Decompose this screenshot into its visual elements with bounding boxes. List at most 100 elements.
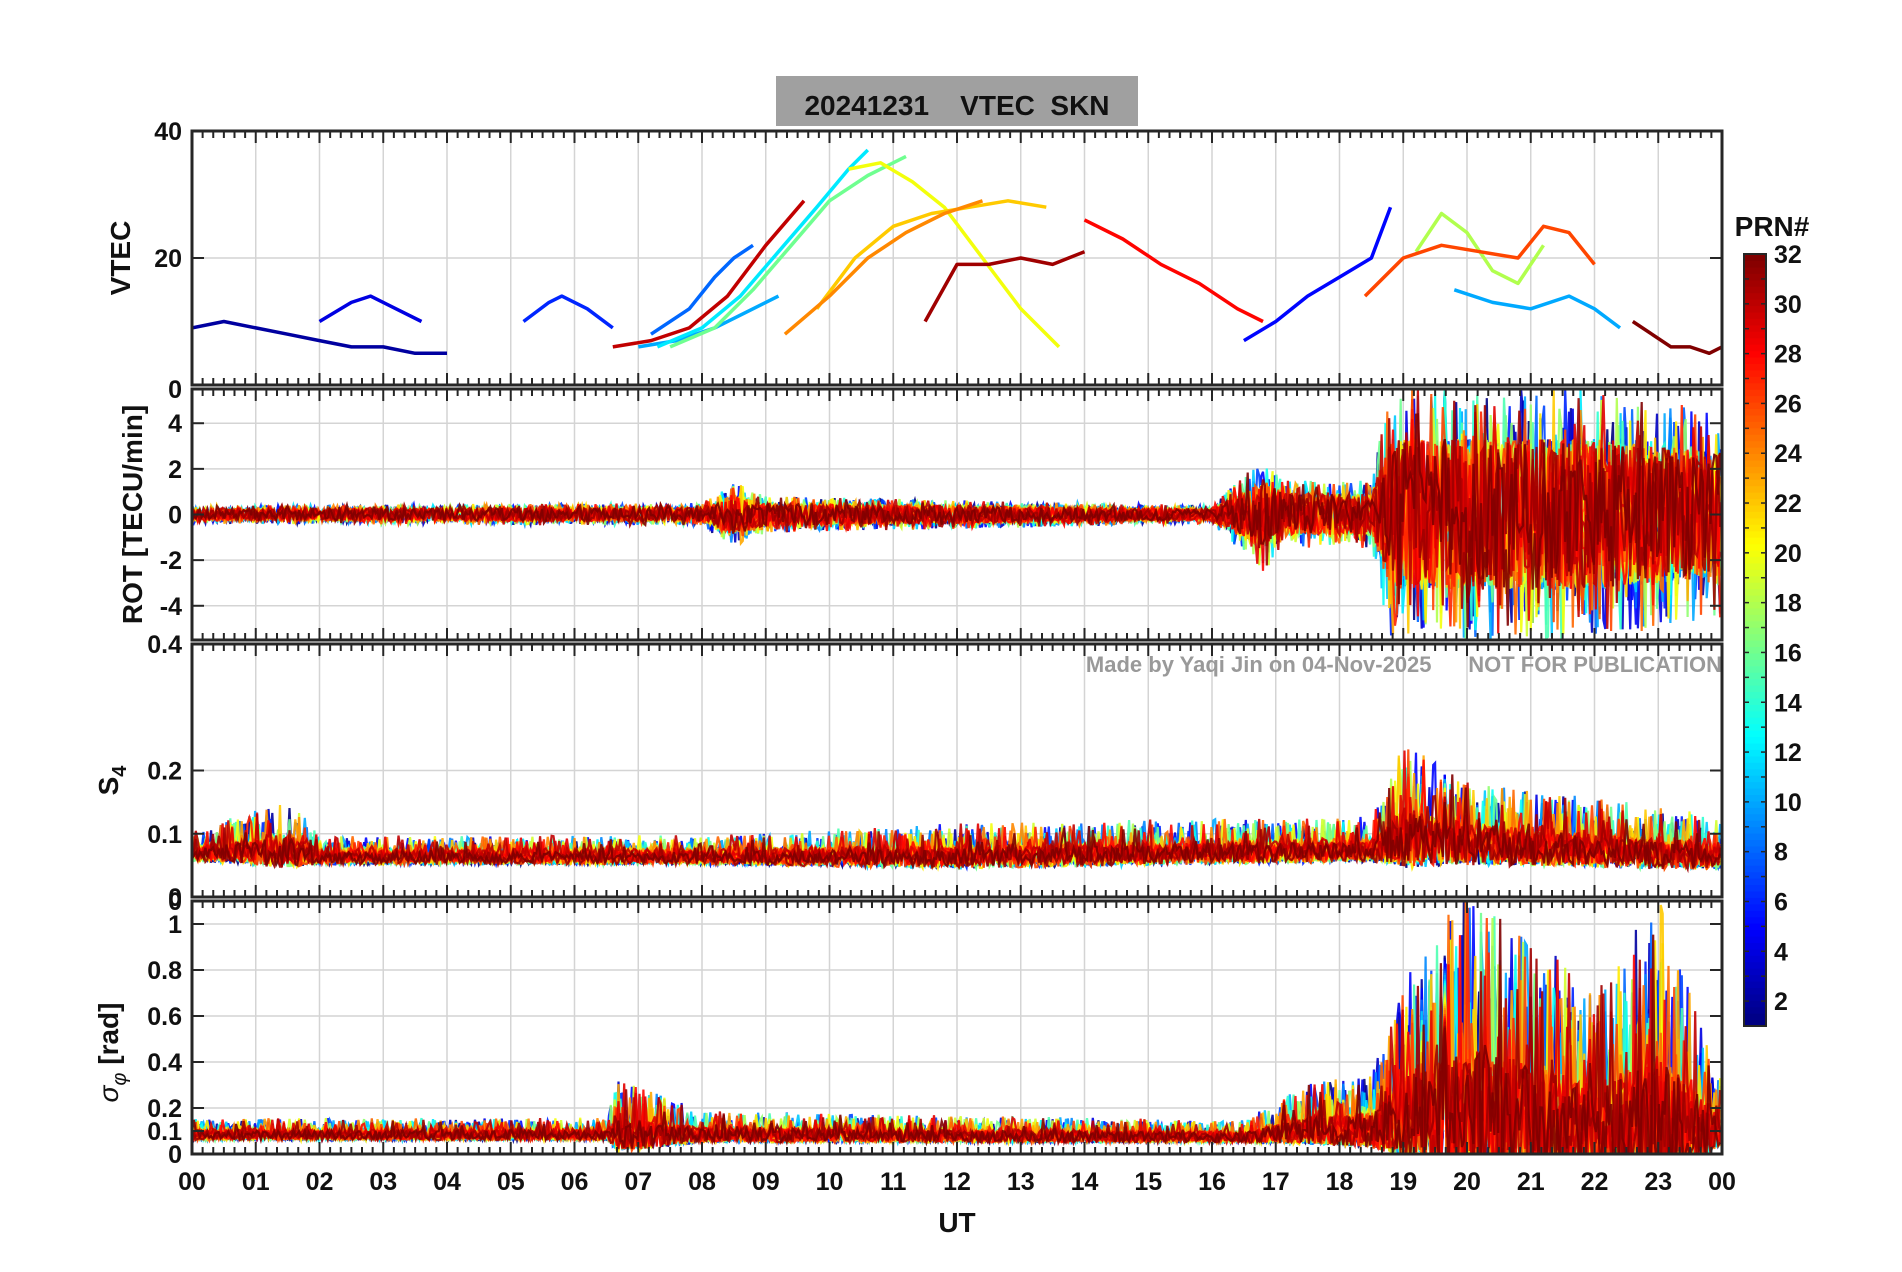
x-tick-label: 21	[1517, 1168, 1545, 1196]
series-line-prn-8	[650, 243, 754, 336]
colorbar-label: PRN#	[1735, 211, 1810, 242]
colorbar-tick-label: 24	[1774, 440, 1802, 468]
colorbar-segment	[1744, 363, 1766, 371]
colorbar-segment	[1744, 659, 1766, 667]
colorbar-tick-label: 14	[1774, 689, 1802, 717]
x-tick-label: 06	[561, 1168, 589, 1196]
colorbar-segment	[1744, 993, 1766, 1001]
colorbar-segment	[1744, 781, 1766, 789]
y-tick-label: 20	[154, 245, 182, 273]
colorbar-segment	[1744, 852, 1766, 860]
colorbar-segment	[1744, 344, 1766, 352]
colorbar-segment	[1744, 961, 1766, 969]
colorbar-segment	[1744, 543, 1766, 551]
colorbar-segment	[1744, 318, 1766, 326]
colorbar-segment	[1744, 305, 1766, 313]
colorbar-segment	[1744, 935, 1766, 943]
colorbar-segment	[1744, 878, 1766, 886]
y-tick-label: 0.2	[147, 1095, 182, 1123]
x-tick-label: 18	[1326, 1168, 1354, 1196]
colorbar-segment	[1744, 408, 1766, 416]
colorbar-segment	[1744, 273, 1766, 281]
colorbar-segment	[1744, 980, 1766, 988]
colorbar-segment	[1744, 562, 1766, 570]
colorbar-segment	[1744, 742, 1766, 750]
colorbar-segment	[1744, 948, 1766, 956]
y-tick-label: 0.1	[147, 821, 182, 849]
colorbar-segment	[1744, 768, 1766, 776]
colorbar-segment	[1744, 556, 1766, 564]
colorbar-segment	[1744, 620, 1766, 628]
colorbar-segment	[1744, 903, 1766, 911]
y-tick-label: 2	[168, 456, 182, 484]
series-line-prn-6	[522, 294, 614, 330]
colorbar-segment	[1744, 286, 1766, 294]
series-line-prn-31	[923, 250, 1086, 323]
colorbar-segment	[1744, 498, 1766, 506]
y-tick-label: 0	[168, 884, 182, 912]
series-line-prn-26	[1363, 224, 1596, 298]
colorbar-segment	[1744, 575, 1766, 583]
colorbar-segment	[1744, 897, 1766, 905]
colorbar-segment	[1744, 421, 1766, 429]
colorbar-tick-label: 18	[1774, 590, 1802, 618]
x-tick-label: 04	[433, 1168, 461, 1196]
colorbar-segment	[1744, 942, 1766, 950]
title-background	[776, 76, 1138, 126]
colorbar-segment	[1744, 350, 1766, 358]
colorbar-segment	[1744, 987, 1766, 995]
colorbar-segment	[1744, 672, 1766, 680]
y-tick-label-top: 0	[168, 376, 182, 404]
x-tick-label: 20	[1453, 1168, 1481, 1196]
x-tick-label: 02	[306, 1168, 334, 1196]
series-line-prn-16	[669, 154, 907, 349]
colorbar-segment	[1744, 434, 1766, 442]
ticks-s4	[191, 644, 1723, 898]
colorbar-segment	[1744, 749, 1766, 757]
colorbar-segment	[1744, 395, 1766, 403]
colorbar-tick-label: 32	[1774, 241, 1802, 269]
series-line-prn-30	[612, 199, 806, 349]
colorbar-segment	[1744, 755, 1766, 763]
colorbar-frame	[1743, 253, 1767, 1027]
colorbar-segment	[1744, 813, 1766, 821]
y-tick-label: 0.2	[147, 758, 182, 786]
colorbar-segment	[1744, 627, 1766, 635]
colorbar-tick-label: 30	[1774, 291, 1802, 319]
x-tick-label: 10	[816, 1168, 844, 1196]
colorbar-segment	[1744, 266, 1766, 274]
colorbar-segment	[1744, 723, 1766, 731]
colorbar-segment	[1744, 594, 1766, 602]
series-line-prn-5	[1243, 206, 1393, 343]
colorbar-segment	[1744, 820, 1766, 828]
y-tick-label: 0.1	[147, 1118, 182, 1146]
y-tick-label: 0.8	[147, 957, 182, 985]
x-tick-label: 03	[369, 1168, 397, 1196]
colorbar-segment	[1744, 414, 1766, 422]
ticks-rot	[191, 389, 1723, 640]
data-s4	[192, 749, 1722, 874]
colorbar-segment	[1744, 839, 1766, 847]
colorbar-segment	[1744, 472, 1766, 480]
series-line-prn-10	[1453, 288, 1622, 330]
colorbar-segment	[1744, 260, 1766, 268]
series-line-prn-32	[1631, 320, 1722, 356]
colorbar-segment	[1744, 704, 1766, 712]
series-line-prn-2	[192, 319, 447, 356]
colorbar-segment	[1744, 775, 1766, 783]
series-line-prn-32	[192, 774, 1722, 871]
colorbar-segment	[1744, 607, 1766, 615]
series-line-prn-28	[1083, 218, 1264, 324]
colorbar-tick-label: 6	[1774, 888, 1788, 916]
y-tick-label-top: 0	[168, 888, 182, 916]
colorbar-tick-label: 4	[1774, 938, 1788, 966]
colorbar-tick-label: 10	[1774, 789, 1802, 817]
y-tick-label: 0.6	[147, 1003, 182, 1031]
x-tick-label: 01	[242, 1168, 270, 1196]
colorbar-segment	[1744, 646, 1766, 654]
y-axis-label: S4	[93, 765, 131, 796]
